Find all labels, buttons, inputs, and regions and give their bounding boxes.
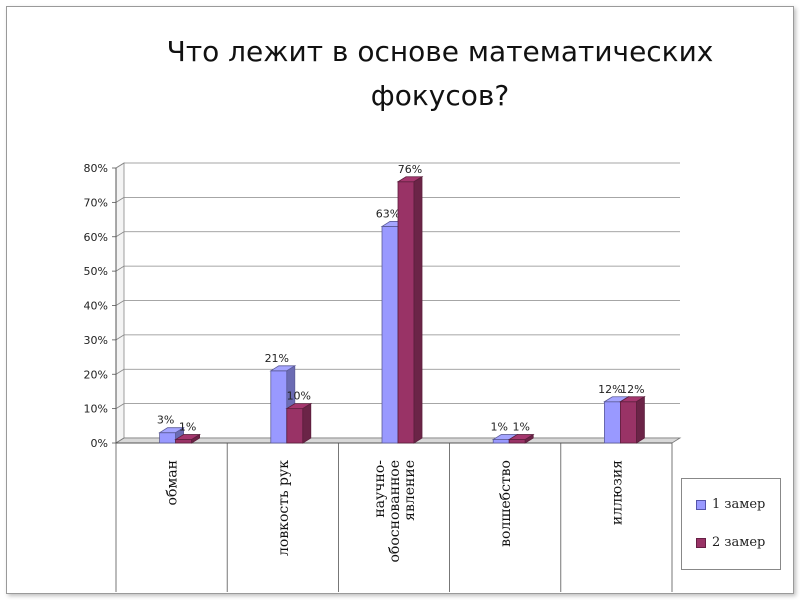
bar-side: [636, 396, 645, 444]
data-label: 21%: [265, 352, 289, 365]
data-label: 1%: [512, 421, 529, 434]
data-label: 10%: [287, 390, 311, 403]
data-label: 63%: [376, 207, 400, 220]
legend-swatch-series-2: [696, 537, 706, 548]
y-tick-label: 0%: [91, 437, 108, 450]
bar: [508, 439, 526, 444]
legend-swatch-series-1: [696, 499, 706, 510]
bar-side: [524, 433, 534, 444]
gridline-diag: [115, 265, 125, 272]
bar: [286, 408, 304, 444]
data-label: 12%: [620, 383, 644, 396]
x-category-label: ловкость рук: [276, 460, 292, 556]
bar: [620, 401, 637, 444]
y-tick-label: 30%: [84, 334, 108, 347]
x-category-label-line: явление: [402, 460, 418, 521]
bar: [381, 226, 399, 444]
y-tick-label: 80%: [84, 162, 108, 175]
legend-label-series-1: 1 замер: [712, 497, 766, 512]
y-tick-label: 70%: [84, 196, 108, 209]
gridline-diag: [115, 334, 125, 341]
bar: [492, 439, 510, 444]
x-category-label-line: обман: [165, 460, 181, 505]
gridline-diag: [115, 300, 125, 306]
gridline-diag: [115, 231, 125, 238]
chart-legend: 1 замер 2 замер: [681, 478, 781, 570]
x-category-label-line: волшебство: [498, 460, 514, 547]
chart-title: Что лежит в основе математических фокусо…: [166, 35, 714, 112]
x-category-label-line: ловкость рук: [276, 460, 292, 556]
gridline-diag: [115, 197, 125, 203]
y-tick-label: 40%: [84, 300, 108, 313]
bar: [175, 439, 193, 444]
data-label: 76%: [398, 163, 422, 176]
bar: [397, 181, 415, 444]
x-category-label: обман: [165, 460, 181, 505]
bar: [270, 370, 288, 444]
x-category-label: иллюзия: [609, 460, 625, 525]
bar-side: [302, 402, 312, 444]
y-tick-label: 10%: [84, 403, 108, 416]
bar-side: [413, 176, 423, 444]
bar: [604, 401, 621, 444]
bar: [159, 432, 177, 444]
bar-side: [191, 433, 201, 444]
legend-item-series-1: 1 замер: [696, 497, 765, 512]
y-tick-label: 50%: [84, 265, 108, 278]
x-category-label: волшебство: [498, 460, 514, 547]
y-tick-label: 60%: [84, 231, 108, 244]
gridline-diag: [115, 368, 125, 375]
data-label: 1%: [490, 421, 507, 434]
legend-item-series-2: 2 замер: [696, 535, 765, 550]
data-label: 3%: [157, 414, 174, 427]
x-category-label: научно-обоснованное явление: [372, 460, 418, 563]
x-category-label-line: иллюзия: [609, 460, 625, 525]
gridline-diag: [115, 403, 125, 409]
x-category-label-line: научно-: [372, 460, 388, 518]
gridline-diag: [115, 162, 125, 169]
x-category-label-line: обоснованное: [387, 460, 403, 563]
legend-label-series-2: 2 замер: [712, 535, 766, 550]
y-tick-label: 20%: [84, 368, 108, 381]
data-label: 1%: [179, 421, 196, 434]
data-label: 12%: [598, 383, 622, 396]
